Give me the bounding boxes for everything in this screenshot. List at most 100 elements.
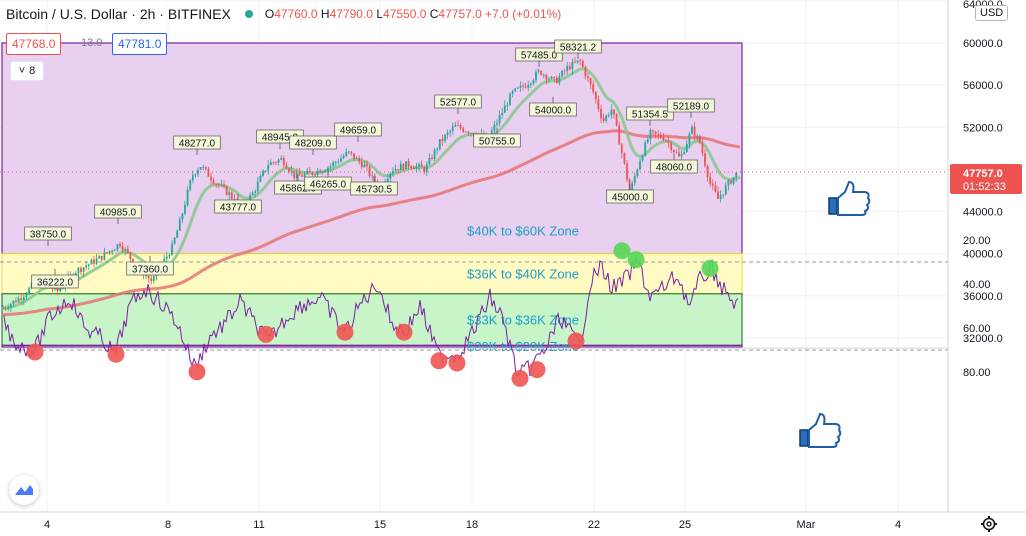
candle-body: [189, 180, 192, 190]
price-label: 43777.0: [220, 203, 257, 214]
candle-body: [80, 268, 82, 272]
candle-body: [722, 194, 725, 196]
chevron-icon: ˅: [18, 65, 26, 77]
price-labels: 36222.0 38750.0 40985.0 37360.0 48277.0 43777…: [24, 39, 715, 289]
candle-body: [639, 160, 641, 170]
candle-body: [194, 174, 197, 176]
candle-body: [735, 172, 738, 178]
candle-body: [230, 192, 233, 199]
candle-body: [657, 133, 660, 135]
candle-body: [186, 189, 189, 205]
candle-body: [428, 157, 431, 165]
candle-body: [685, 143, 688, 153]
candle-body: [202, 167, 205, 168]
candle-body: [509, 93, 511, 106]
tradingview-logo-icon[interactable]: [9, 475, 39, 505]
zone-label: $33K to $36K Zone: [467, 313, 579, 328]
candle-body: [366, 164, 368, 167]
candle-body: [113, 249, 116, 251]
candle-body: [397, 169, 400, 171]
candle-body: [696, 135, 699, 137]
candle-body: [662, 137, 665, 141]
currency-button[interactable]: USD: [975, 5, 1009, 21]
current-price-badge: [950, 163, 1022, 194]
candle-body: [275, 162, 277, 164]
candle-body: [371, 175, 374, 177]
indicators-toggle-button[interactable]: ˅ 8: [10, 61, 44, 81]
candle-body: [587, 76, 589, 79]
candle-body: [683, 152, 686, 155]
candle-body: [431, 157, 433, 160]
candle-body: [277, 159, 280, 163]
candle-body: [173, 237, 176, 244]
candle-body: [654, 131, 657, 134]
candle-body: [402, 163, 405, 170]
symbol-title[interactable]: Bitcoin / U.S. Dollar · 2h · BITFINEX: [6, 6, 231, 22]
candle-body: [217, 184, 220, 186]
candle-body: [311, 172, 314, 175]
candle-body: [290, 170, 293, 172]
candle-body: [584, 66, 587, 77]
ema-slow-line: [2, 129, 741, 317]
ohlc-values: O47760.0 H47790.0 L47550.0 C47757.0 +7.0…: [264, 7, 562, 21]
candle-body: [623, 152, 626, 164]
candle-body: [405, 161, 407, 170]
candle-body: [412, 167, 415, 169]
price-tick: 40000.0: [963, 249, 1003, 261]
candle-body: [389, 173, 392, 179]
price-tick: 60000.0: [963, 38, 1003, 50]
candle-body: [308, 170, 311, 173]
candle-body: [184, 204, 186, 214]
candle-body: [347, 151, 350, 153]
candle-body: [675, 152, 678, 153]
candle-body: [561, 70, 563, 77]
candle-body: [150, 278, 153, 281]
candle-body: [644, 142, 647, 156]
candle-body: [22, 297, 25, 301]
price-label: 52189.0: [673, 102, 710, 113]
price-label: 45862.0: [280, 184, 317, 195]
candle-body: [631, 183, 634, 191]
candle-body: [566, 66, 569, 72]
candle-body: [550, 76, 553, 79]
candle-body: [594, 92, 597, 100]
candle-body: [592, 84, 595, 93]
rsi-tick: 20.00: [963, 235, 991, 247]
thumb-cuff: [828, 197, 838, 215]
candle-body: [503, 105, 506, 113]
buy-button[interactable]: 47781.0: [112, 33, 168, 55]
candle-body: [199, 167, 202, 170]
candle-body: [355, 157, 358, 159]
price-label: 57485.0: [521, 51, 558, 62]
candle-body: [77, 268, 80, 274]
candle-body: [535, 72, 537, 81]
sell-button[interactable]: 47768.0: [6, 33, 62, 55]
candle-body: [145, 275, 147, 276]
candle-body: [600, 108, 602, 119]
price-axis-bg: [948, 0, 1026, 536]
candle-body: [446, 132, 449, 135]
overbought-marker: [336, 323, 354, 341]
candle-body: [321, 171, 324, 173]
candle-body: [124, 248, 127, 251]
candle-body: [579, 60, 582, 62]
candle-body: [415, 166, 418, 169]
price-label: 49659.0: [340, 126, 377, 137]
candle-body: [467, 131, 470, 134]
candle-body: [558, 76, 561, 84]
candle-body: [555, 77, 558, 84]
candle-body: [303, 173, 306, 177]
candle-body: [314, 174, 316, 176]
candle-body: [719, 195, 722, 199]
candle-body: [519, 85, 522, 88]
candle-body: [111, 250, 114, 252]
price-label: 54000.0: [535, 106, 572, 117]
candle-body: [100, 255, 103, 260]
price-label: 40985.0: [100, 208, 137, 219]
gear-icon[interactable]: [980, 515, 998, 533]
price-tick: 52000.0: [963, 122, 1003, 134]
candle-body: [106, 252, 108, 254]
candle-body: [516, 87, 519, 89]
candle-body: [168, 255, 171, 257]
